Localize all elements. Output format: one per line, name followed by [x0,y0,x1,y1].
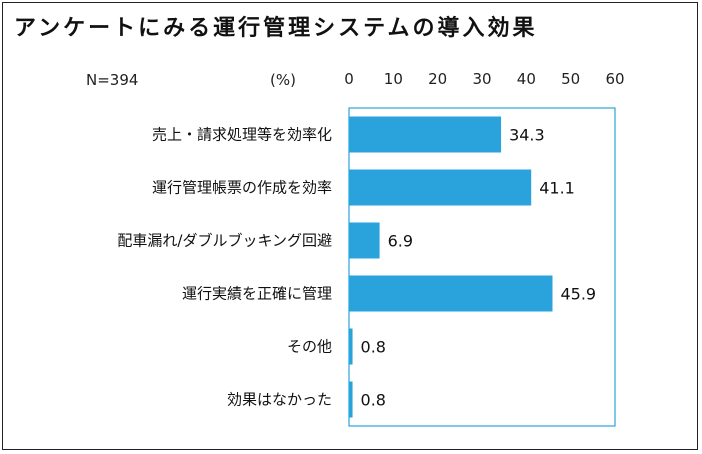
bar [349,169,532,206]
category-label: 運行管理帳票の作成を効率 [152,179,332,197]
category-label: 効果はなかった [227,391,332,409]
category-label: 運行実績を正確に管理 [182,285,332,303]
bar [349,328,353,365]
tick-label: 50 [561,70,580,88]
bar [349,116,502,153]
sample-size-label: N=394 [86,71,139,89]
bar [349,275,553,312]
category-label: 配車漏れ/ダブルブッキング回避 [117,232,332,250]
value-label: 6.9 [388,232,413,251]
category-label: 売上・請求処理等を効率化 [152,126,332,144]
bar [349,222,380,259]
tick-label: 40 [517,70,536,88]
tick-label: 20 [428,70,447,88]
chart-frame [2,2,698,450]
tick-label: 30 [472,70,491,88]
value-label: 0.8 [361,391,386,410]
tick-label: 60 [605,70,624,88]
chart-title: アンケートにみる運行管理システムの導入効果 [14,16,538,41]
value-label: 0.8 [361,338,386,357]
tick-label: 0 [344,70,354,88]
value-label: 34.3 [509,126,545,145]
bar [349,381,353,418]
value-label: 45.9 [560,285,596,304]
tick-label: 10 [384,70,403,88]
plot-area-box [348,107,616,427]
unit-label: (%) [270,71,296,89]
value-label: 41.1 [539,179,575,198]
category-label: その他 [287,338,332,356]
